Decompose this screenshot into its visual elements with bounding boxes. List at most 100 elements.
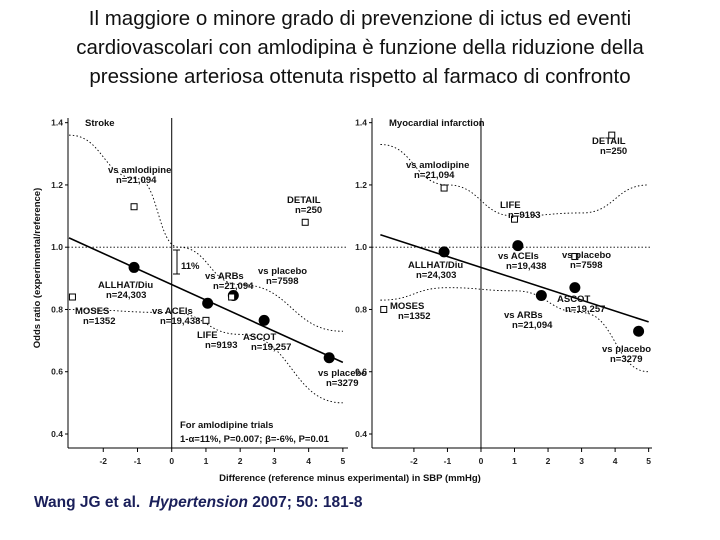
trial-name-label: vs amlodipine <box>406 160 469 171</box>
trial-name-label: vs ACEIs <box>498 251 539 262</box>
y-tick-label: 0.8 <box>51 304 63 314</box>
trial-point-open <box>608 131 616 139</box>
trial-name-label: LIFE <box>500 200 521 211</box>
x-tick-label: 0 <box>169 456 174 466</box>
citation-authors: Wang JG et al. <box>34 494 141 511</box>
trial-n-label: n=3279 <box>610 354 643 365</box>
trial-name-label: vs ARBs <box>504 310 543 321</box>
y-tick-label: 1.4 <box>51 118 63 128</box>
x-tick-label: 1 <box>512 456 517 466</box>
trial-n-label: n=19,438 <box>160 316 200 327</box>
slide-title: Il maggiore o minore grado di prevenzion… <box>10 4 710 91</box>
trial-n-label: n=19,438 <box>506 261 546 272</box>
y-tick-label: 1.0 <box>51 242 63 252</box>
ci-lower-curve <box>380 287 649 373</box>
trial-name-label: vs placebo <box>602 344 651 355</box>
trial-n-label: n=250 <box>295 205 322 216</box>
trial-n-label: n=9193 <box>205 340 238 351</box>
citation-details: 2007; 50: 181-8 <box>252 494 363 511</box>
trial-name-label: MOSES <box>390 301 424 312</box>
trial-name-label: DETAIL <box>287 195 321 206</box>
trial-name-label: ASCOT <box>557 294 590 305</box>
y-tick-label: 0.6 <box>355 367 367 377</box>
trial-name-label: vs placebo <box>562 250 611 261</box>
trial-n-label: n=7598 <box>570 260 603 271</box>
ci-upper-curve <box>380 144 649 217</box>
trial-point-filled <box>535 289 547 301</box>
y-tick-label: 0.4 <box>51 429 63 439</box>
trial-name-label: vs ACEIs <box>152 306 193 317</box>
citation-journal: Hypertension <box>148 494 248 511</box>
x-tick-label: 4 <box>306 456 311 466</box>
trial-n-label: n=21,094 <box>213 281 254 292</box>
trial-point-open <box>511 215 519 223</box>
x-tick-label: 2 <box>238 456 243 466</box>
trial-n-label: n=21,094 <box>512 320 553 331</box>
y-tick-label: 1.2 <box>355 180 367 190</box>
trial-n-label: n=21,094 <box>414 170 455 181</box>
trial-point-filled <box>633 325 645 337</box>
trial-name-label: vs amlodipine <box>108 165 171 176</box>
footnote-line-1: For amlodipine trials <box>180 420 273 431</box>
y-tick-label: 1.0 <box>355 242 367 252</box>
trial-point-open <box>202 316 210 324</box>
trial-name-label: LIFE <box>197 330 218 341</box>
trial-name-label: ALLHAT/Diu <box>98 280 153 291</box>
trial-n-label: n=250 <box>600 146 627 157</box>
eleven-pct-label: 11% <box>181 261 200 272</box>
trial-point-open <box>228 293 236 301</box>
trial-n-label: n=7598 <box>266 276 299 287</box>
trial-point-open <box>68 293 76 301</box>
trial-point-filled <box>128 261 140 273</box>
trial-point-open <box>301 218 309 226</box>
footnote-line-2: 1-α=11%, P=0.007; β=-6%, P=0.01 <box>180 434 330 445</box>
y-tick-label: 0.4 <box>355 429 367 439</box>
x-tick-label: 3 <box>272 456 277 466</box>
x-axis-label: Difference (reference minus experimental… <box>219 473 481 484</box>
panel-title: Myocardial infarction <box>389 118 485 129</box>
trial-n-label: n=21,094 <box>116 175 157 186</box>
x-tick-label: -2 <box>99 456 107 466</box>
x-tick-label: -2 <box>410 456 418 466</box>
trial-n-label: n=1352 <box>398 311 431 322</box>
trial-name-label: ALLHAT/Diu <box>408 260 463 271</box>
trial-n-label: n=1352 <box>83 316 116 327</box>
trial-point-filled <box>258 314 270 326</box>
trial-point-filled <box>569 282 581 294</box>
ci-upper-curve <box>69 134 343 332</box>
trial-point-filled <box>323 352 335 364</box>
title-line-2: cardiovascolari con amlodipina è funzion… <box>76 36 644 59</box>
title-line-3: pressione arteriosa ottenuta rispetto al… <box>89 65 631 88</box>
trial-point-filled <box>512 240 524 252</box>
trial-name-label: ASCOT <box>243 332 276 343</box>
trial-name-label: MOSES <box>75 306 109 317</box>
regression-line <box>380 233 649 323</box>
title-line-1: Il maggiore o minore grado di prevenzion… <box>88 7 632 30</box>
panel-title: Stroke <box>85 118 115 129</box>
x-tick-label: 5 <box>340 456 345 466</box>
x-tick-label: 2 <box>546 456 551 466</box>
x-tick-label: 1 <box>204 456 209 466</box>
trial-n-label: n=19,257 <box>251 342 291 353</box>
x-tick-label: 4 <box>613 456 618 466</box>
y-axis-label: Odds ratio (experimental/reference) <box>32 188 43 349</box>
trial-point-filled <box>438 246 450 258</box>
x-tick-label: 3 <box>579 456 584 466</box>
trial-name-label: vs placebo <box>258 266 307 277</box>
trial-name-label: DETAIL <box>592 136 626 147</box>
x-tick-label: 5 <box>646 456 651 466</box>
trial-point-filled <box>202 297 214 309</box>
y-tick-label: 0.6 <box>51 367 63 377</box>
trial-name-label: vs ARBs <box>205 271 244 282</box>
mi-panel: 0.4 0.6 0.8 1.0 1.2 1.4 -2 -1 0 1 2 3 4 5 Myocardial i… <box>355 118 652 466</box>
trial-point-open <box>380 305 388 313</box>
trial-point-open <box>130 203 138 211</box>
trial-point-open <box>440 184 448 192</box>
x-tick-label: 0 <box>479 456 484 466</box>
y-tick-label: 0.8 <box>355 304 367 314</box>
y-tick-label: 1.4 <box>355 118 367 128</box>
x-tick-label: -1 <box>134 456 142 466</box>
x-tick-label: -1 <box>444 456 452 466</box>
trial-n-label: n=19,257 <box>565 304 605 315</box>
